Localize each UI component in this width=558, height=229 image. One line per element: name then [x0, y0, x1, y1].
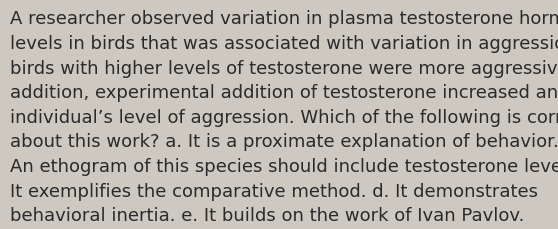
Text: An ethogram of this species should include testosterone level. c.: An ethogram of this species should inclu…: [10, 157, 558, 175]
Text: It exemplifies the comparative method. d. It demonstrates: It exemplifies the comparative method. d…: [10, 182, 538, 200]
Text: individual’s level of aggression. Which of the following is correct: individual’s level of aggression. Which …: [10, 108, 558, 126]
Text: about this work? a. It is a proximate explanation of behavior. b.: about this work? a. It is a proximate ex…: [10, 133, 558, 151]
Text: addition, experimental addition of testosterone increased an: addition, experimental addition of testo…: [10, 84, 558, 102]
Text: behavioral inertia. e. It builds on the work of Ivan Pavlov.: behavioral inertia. e. It builds on the …: [10, 206, 525, 224]
Text: levels in birds that was associated with variation in aggression:: levels in birds that was associated with…: [10, 35, 558, 53]
Text: A researcher observed variation in plasma testosterone hormone: A researcher observed variation in plasm…: [10, 10, 558, 28]
Text: birds with higher levels of testosterone were more aggressive. In: birds with higher levels of testosterone…: [10, 59, 558, 77]
